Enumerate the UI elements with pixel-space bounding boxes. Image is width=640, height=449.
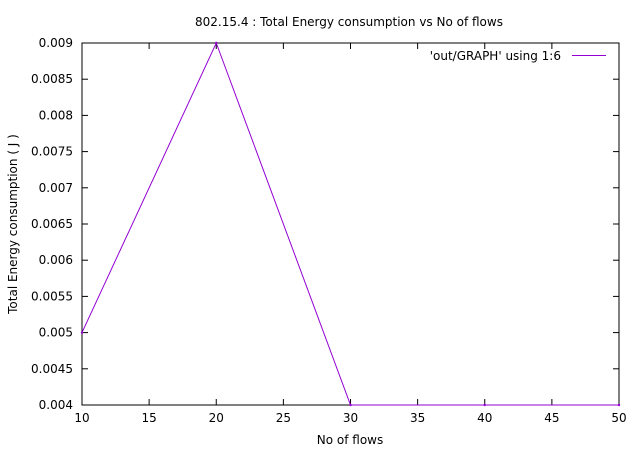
y-tick-label: 0.007 bbox=[39, 181, 73, 195]
y-axis-label: Total Energy consumption ( J ) bbox=[6, 134, 20, 315]
x-axis-label: No of flows bbox=[317, 433, 383, 447]
x-tick-label: 45 bbox=[544, 411, 559, 425]
data-point bbox=[215, 41, 218, 45]
y-tick-label: 0.004 bbox=[39, 398, 73, 412]
x-tick-label: 20 bbox=[209, 411, 224, 425]
x-tick-label: 40 bbox=[477, 411, 492, 425]
y-tick-label: 0.0085 bbox=[31, 72, 73, 86]
data-point bbox=[617, 403, 621, 407]
y-tick-label: 0.008 bbox=[39, 108, 73, 122]
y-tick-label: 0.0045 bbox=[31, 362, 73, 376]
data-point bbox=[483, 403, 486, 407]
x-tick-label: 50 bbox=[611, 411, 626, 425]
chart-title: 802.15.4 : Total Energy consumption vs N… bbox=[195, 15, 503, 29]
x-tick-label: 15 bbox=[141, 411, 156, 425]
y-tick-label: 0.005 bbox=[39, 326, 73, 340]
x-tick-label: 25 bbox=[276, 411, 291, 425]
x-axis: 10 15 20 25 30 35 40 45 50 bbox=[74, 43, 627, 425]
y-axis: 0.004 0.0045 0.005 0.0055 0.006 0.0065 0.007 0.… bbox=[31, 36, 619, 412]
data-point bbox=[80, 331, 84, 334]
y-tick-label: 0.0065 bbox=[31, 217, 73, 231]
x-tick-label: 10 bbox=[74, 411, 89, 425]
y-tick-label: 0.006 bbox=[39, 253, 73, 267]
legend: 'out/GRAPH' using 1:6 bbox=[430, 49, 606, 63]
x-tick-label: 35 bbox=[410, 411, 425, 425]
y-tick-label: 0.0055 bbox=[31, 289, 73, 303]
legend-label: 'out/GRAPH' using 1:6 bbox=[430, 49, 561, 63]
x-tick-label: 30 bbox=[343, 411, 358, 425]
series-layer bbox=[80, 41, 621, 407]
series-line bbox=[81, 41, 619, 406]
data-point bbox=[349, 403, 352, 407]
y-tick-label: 0.0075 bbox=[31, 145, 73, 159]
y-tick-label: 0.009 bbox=[39, 36, 73, 50]
plot-frame bbox=[81, 42, 620, 406]
